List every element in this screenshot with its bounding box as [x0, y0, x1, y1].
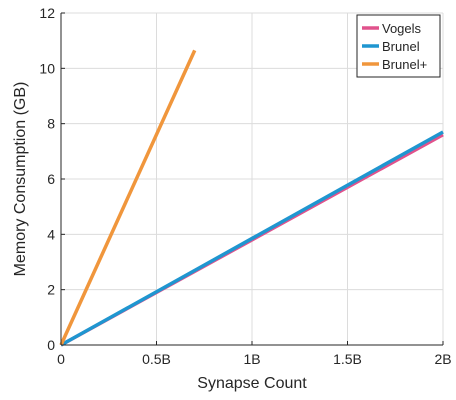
legend-label: Vogels — [382, 21, 422, 36]
x-tick-label: 1B — [243, 351, 260, 367]
series-line-brunel — [60, 130, 444, 347]
y-tick-label: 10 — [39, 60, 55, 76]
y-tick-label: 0 — [47, 337, 55, 353]
legend-label: Brunel — [382, 39, 420, 54]
series-line-brunelplus — [59, 49, 197, 346]
axes — [60, 12, 444, 346]
x-tick-label: 0 — [57, 351, 65, 367]
y-tick-label: 6 — [47, 171, 55, 187]
y-tick-label: 4 — [47, 226, 55, 242]
x-tick-label: 0.5B — [142, 351, 171, 367]
x-tick-label: 2B — [434, 351, 451, 367]
series-lines — [59, 49, 444, 347]
legend: Vogels Brunel Brunel+ — [356, 14, 441, 78]
y-tick-label: 8 — [47, 116, 55, 132]
legend-label: Brunel+ — [382, 57, 427, 72]
tick-labels: 0 0.5B 1B 1.5B 2B 0 2 4 6 8 10 12 — [39, 5, 451, 367]
y-axis-label: Memory Consumption (GB) — [12, 82, 29, 277]
x-axis-label: Synapse Count — [197, 375, 307, 392]
y-tick-label: 2 — [47, 282, 55, 298]
y-tick-label: 12 — [39, 5, 55, 21]
x-tick-label: 1.5B — [333, 351, 362, 367]
